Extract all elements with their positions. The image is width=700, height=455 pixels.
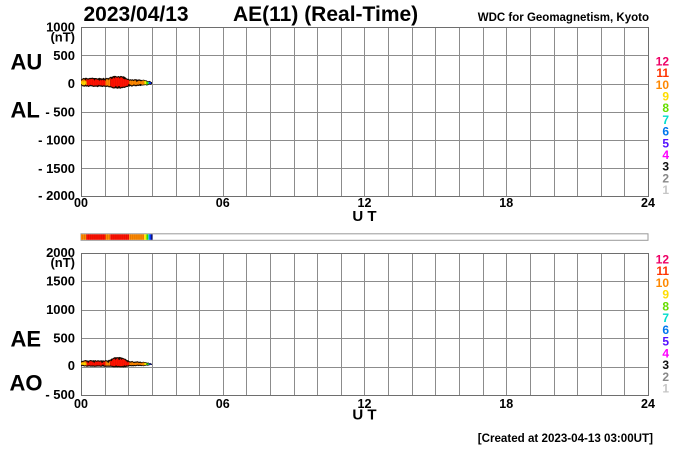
svg-text:AL: AL xyxy=(11,97,40,122)
svg-text:- 2000: - 2000 xyxy=(38,188,75,203)
svg-text:9: 9 xyxy=(662,288,669,302)
svg-text:1: 1 xyxy=(662,382,669,396)
svg-text:9: 9 xyxy=(662,89,669,103)
svg-text:AO: AO xyxy=(10,371,43,396)
svg-text:(nT): (nT) xyxy=(50,255,75,270)
svg-text:5: 5 xyxy=(662,136,669,150)
svg-text:AE: AE xyxy=(11,326,42,351)
svg-text:(nT): (nT) xyxy=(50,30,75,45)
svg-text:0: 0 xyxy=(68,358,75,373)
svg-text:1: 1 xyxy=(662,183,669,197)
svg-text:10: 10 xyxy=(656,276,670,290)
svg-text:5: 5 xyxy=(662,335,669,349)
svg-text:06: 06 xyxy=(216,196,230,210)
svg-text:4: 4 xyxy=(662,148,669,162)
svg-text:8: 8 xyxy=(662,101,669,115)
svg-text:- 500: - 500 xyxy=(45,104,75,119)
svg-text:6: 6 xyxy=(662,125,669,139)
svg-text:- 1500: - 1500 xyxy=(38,161,75,176)
svg-text:AU: AU xyxy=(11,50,43,75)
svg-text:7: 7 xyxy=(662,311,669,325)
svg-text:U T: U T xyxy=(352,208,376,225)
svg-text:1500: 1500 xyxy=(46,274,75,289)
svg-text:12: 12 xyxy=(656,252,670,266)
svg-text:WDC for Geomagnetism, Kyoto: WDC for Geomagnetism, Kyoto xyxy=(478,12,649,24)
svg-text:2: 2 xyxy=(662,370,669,384)
svg-text:18: 18 xyxy=(499,397,513,411)
svg-text:2023/04/13: 2023/04/13 xyxy=(84,3,189,26)
svg-text:2000: 2000 xyxy=(46,245,75,260)
svg-text:6: 6 xyxy=(662,323,669,337)
svg-text:12: 12 xyxy=(656,54,670,68)
svg-text:18: 18 xyxy=(499,196,513,210)
svg-text:00: 00 xyxy=(74,397,88,411)
svg-text:0: 0 xyxy=(68,76,75,91)
svg-text:500: 500 xyxy=(53,331,75,346)
svg-text:24: 24 xyxy=(641,196,655,210)
svg-text:12: 12 xyxy=(358,397,372,411)
svg-text:11: 11 xyxy=(656,264,669,278)
svg-text:4: 4 xyxy=(662,346,669,360)
svg-text:[Created at 2023-04-13 03:00UT: [Created at 2023-04-13 03:00UT] xyxy=(478,432,653,445)
svg-text:U T: U T xyxy=(352,407,376,424)
svg-text:24: 24 xyxy=(641,397,655,411)
svg-text:06: 06 xyxy=(216,397,230,411)
svg-text:2: 2 xyxy=(662,171,669,185)
svg-text:3: 3 xyxy=(662,160,669,174)
svg-text:11: 11 xyxy=(656,66,669,80)
svg-text:1000: 1000 xyxy=(46,20,75,35)
svg-text:500: 500 xyxy=(53,48,75,63)
svg-text:3: 3 xyxy=(662,358,669,372)
svg-text:AE(11) (Real-Time): AE(11) (Real-Time) xyxy=(233,3,418,26)
svg-text:7: 7 xyxy=(662,113,669,127)
svg-text:12: 12 xyxy=(358,196,372,210)
svg-text:- 1000: - 1000 xyxy=(38,133,75,148)
svg-text:1000: 1000 xyxy=(46,302,75,317)
svg-text:10: 10 xyxy=(656,78,670,92)
svg-text:- 500: - 500 xyxy=(45,387,75,402)
svg-text:8: 8 xyxy=(662,299,669,313)
svg-text:00: 00 xyxy=(74,196,88,210)
